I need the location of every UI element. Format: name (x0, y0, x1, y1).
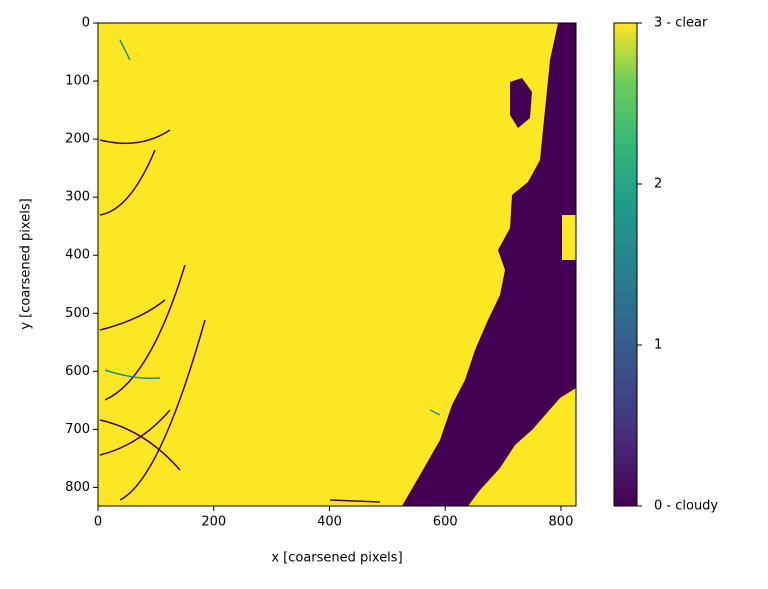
y-tick-label: 0 (82, 16, 90, 31)
y-tick-label: 600 (65, 364, 90, 379)
x-tick-label: 600 (433, 515, 458, 530)
y-tick-label: 500 (65, 306, 90, 321)
colorbar-tick-label: 2 (654, 177, 662, 192)
x-tick-label: 200 (201, 515, 226, 530)
colorbar-tick-label: 0 - cloudy (654, 499, 718, 514)
x-tick-label: 0 (94, 515, 102, 530)
y-tick-label: 800 (65, 480, 90, 495)
y-axis-label: y [coarsened pixels] (19, 198, 34, 329)
x-tick-label: 800 (549, 515, 574, 530)
x-tick-label: 400 (317, 515, 342, 530)
colorbar-tick-label: 3 - clear (654, 16, 708, 31)
x-axis-label: x [coarsened pixels] (271, 551, 402, 566)
colorbar-tick-label: 1 (654, 338, 662, 353)
plot-frame (97, 22, 577, 507)
y-tick-label: 700 (65, 422, 90, 437)
y-tick-label: 100 (65, 74, 90, 89)
image (98, 23, 576, 506)
y-tick-label: 300 (65, 190, 90, 205)
y-tick-label: 200 (65, 132, 90, 147)
y-tick-label: 400 (65, 248, 90, 263)
colorbar (613, 22, 638, 507)
